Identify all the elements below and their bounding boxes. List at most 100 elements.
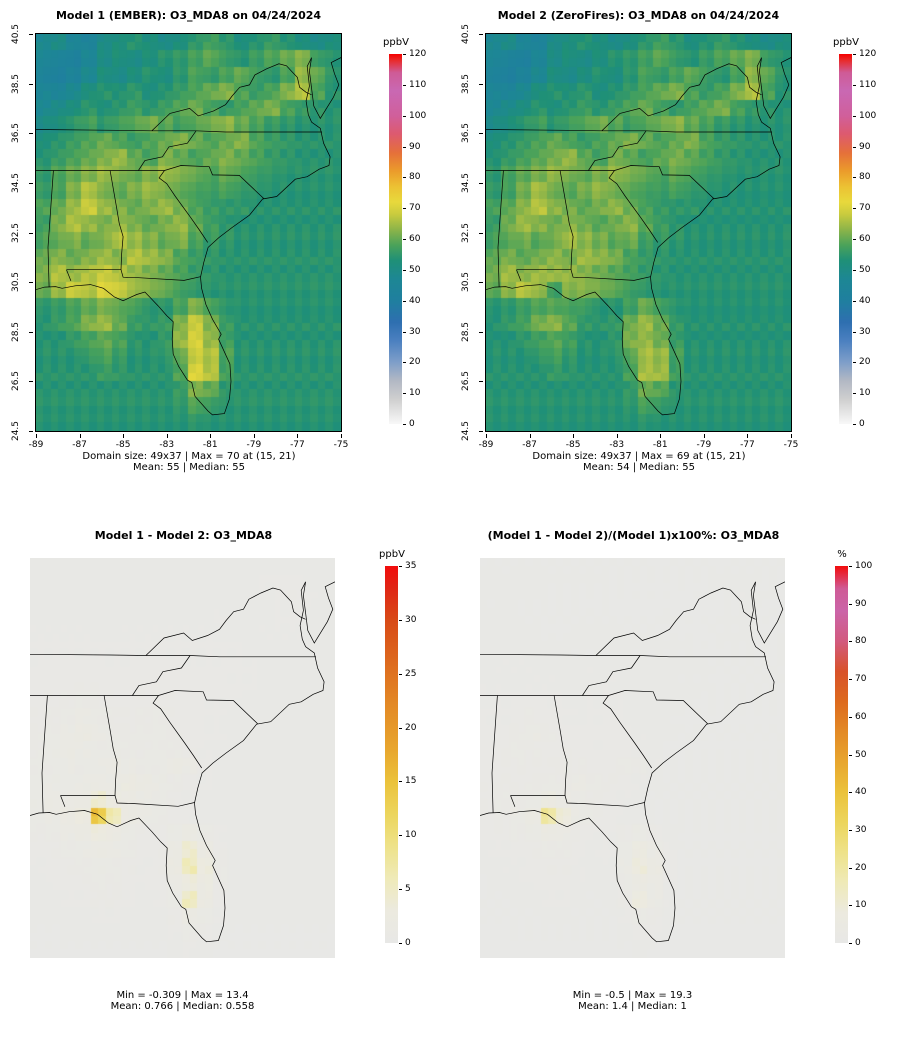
heatmap-raster — [486, 34, 791, 431]
colorbar-tick-label: 120 — [409, 49, 427, 59]
colorbar-tick — [403, 239, 406, 240]
heatmap-raster — [36, 34, 341, 431]
colorbar-tick-label: 10 — [855, 900, 867, 911]
colorbar-tick — [849, 603, 852, 605]
colorbar-tick — [853, 115, 856, 117]
stats-line-1: Domain size: 49x37 | Max = 69 at (15, 21… — [532, 451, 746, 462]
y-axis-tick-label: 34.5 — [461, 172, 471, 193]
colorbar-tick-label: 0 — [409, 419, 415, 429]
colorbar-tick — [403, 177, 406, 179]
colorbar-tick — [849, 867, 852, 869]
y-axis-tick — [479, 133, 483, 135]
colorbar-tick-label: 80 — [409, 172, 421, 183]
colorbar-tick — [853, 54, 856, 55]
y-axis-tick-label: 26.5 — [11, 371, 21, 392]
colorbar-tick-label: 30 — [859, 326, 871, 337]
colorbar-tick — [399, 889, 402, 891]
x-axis-tick — [529, 434, 531, 438]
colorbar-tick — [849, 716, 852, 718]
colorbar-tick — [853, 239, 856, 240]
colorbar-tick — [403, 331, 406, 333]
colorbar-tick-label: 20 — [405, 722, 417, 733]
x-axis-tick — [703, 434, 705, 438]
map-frame — [485, 33, 792, 432]
colorbar-tick-label: 110 — [409, 79, 427, 90]
colorbar-tick-label: 100 — [409, 110, 427, 121]
colorbar-tick — [853, 177, 856, 179]
colorbar-tick — [403, 208, 406, 210]
colorbar-gradient — [835, 566, 848, 943]
colorbar-tick — [399, 943, 402, 944]
x-axis-tick — [791, 434, 792, 438]
colorbar-tick — [399, 619, 402, 621]
y-axis-tick-label: 28.5 — [461, 321, 471, 342]
colorbar-tick-label: 10 — [409, 388, 421, 399]
panel-model1: Model 1 (EMBER): O3_MDA8 on 04/24/2024 p… — [0, 0, 450, 520]
colorbar-tick — [853, 208, 856, 210]
colorbar-tick-label: 30 — [855, 824, 867, 835]
panel-model2: Model 2 (ZeroFires): O3_MDA8 on 04/24/20… — [450, 0, 900, 520]
x-axis-tick-label: -81 — [202, 440, 218, 450]
colorbar-unit-label: % — [837, 549, 847, 560]
x-axis-tick-label: -81 — [652, 440, 668, 450]
x-axis-tick — [166, 434, 168, 438]
heatmap-raster — [30, 558, 335, 958]
colorbar-unit-label: ppbV — [833, 37, 859, 48]
colorbar-tick-label: 70 — [855, 674, 867, 685]
colorbar-tick-label: 30 — [409, 326, 421, 337]
colorbar-tick — [849, 792, 852, 794]
colorbar-tick-label: 35 — [405, 561, 417, 571]
colorbar-tick-label: 10 — [859, 388, 871, 399]
colorbar-gradient — [389, 54, 402, 424]
colorbar-tick — [399, 781, 402, 783]
x-axis-tick-label: -85 — [565, 440, 581, 450]
colorbar-tick — [399, 566, 402, 567]
colorbar-tick-label: 60 — [859, 234, 871, 244]
stats-line-2: Mean: 0.766 | Median: 0.558 — [110, 1001, 255, 1012]
x-axis-tick-label: -79 — [246, 440, 262, 450]
colorbar-tick — [853, 146, 856, 148]
x-axis-tick-label: -77 — [740, 440, 755, 450]
colorbar-tick — [399, 835, 402, 837]
state-outlines — [36, 57, 341, 416]
y-axis-tick — [29, 431, 33, 432]
y-axis-tick — [479, 182, 483, 184]
y-axis-tick — [29, 232, 33, 234]
stats-line-2: Mean: 54 | Median: 55 — [583, 462, 695, 473]
colorbar-tick-label: 120 — [859, 49, 877, 59]
map-frame — [480, 558, 785, 958]
colorbar-tick — [399, 727, 402, 729]
y-axis-tick-label: 36.5 — [11, 123, 21, 144]
y-axis-tick-label: 38.5 — [461, 73, 471, 94]
y-axis-tick — [29, 182, 33, 184]
y-axis-tick — [479, 34, 483, 35]
colorbar-tick-label: 80 — [859, 172, 871, 183]
colorbar-tick-label: 100 — [855, 561, 873, 571]
colorbar-tick-label: 50 — [855, 749, 867, 760]
x-axis-tick — [36, 434, 37, 438]
y-axis-tick — [29, 282, 33, 284]
colorbar-tick-label: 50 — [859, 264, 871, 275]
y-axis-tick — [29, 34, 33, 35]
colorbar-tick-label: 90 — [855, 598, 867, 609]
x-axis-tick-label: -79 — [696, 440, 712, 450]
y-axis-tick — [29, 381, 33, 383]
colorbar-tick — [403, 84, 406, 86]
x-axis-tick-label: -87 — [72, 440, 87, 450]
colorbar-tick — [849, 566, 852, 567]
colorbar-tick — [403, 54, 406, 55]
y-axis-tick-label: 26.5 — [461, 371, 471, 392]
colorbar-unit-label: ppbV — [379, 549, 405, 560]
stats-line-2: Mean: 1.4 | Median: 1 — [578, 1001, 687, 1012]
colorbar-tick — [849, 943, 852, 944]
y-axis-tick — [479, 431, 483, 432]
x-axis-tick-label: -89 — [478, 440, 494, 450]
x-axis-tick-label: -75 — [783, 440, 799, 450]
y-axis-tick-label: 30.5 — [461, 272, 471, 293]
stats-line-1: Min = -0.5 | Max = 19.3 — [572, 990, 693, 1001]
y-axis-tick-label: 40.5 — [11, 23, 21, 45]
colorbar-tick-label: 5 — [405, 884, 411, 895]
colorbar-tick — [403, 269, 406, 271]
colorbar-tick-label: 60 — [409, 234, 421, 244]
colorbar-tick-label: 60 — [855, 711, 867, 722]
